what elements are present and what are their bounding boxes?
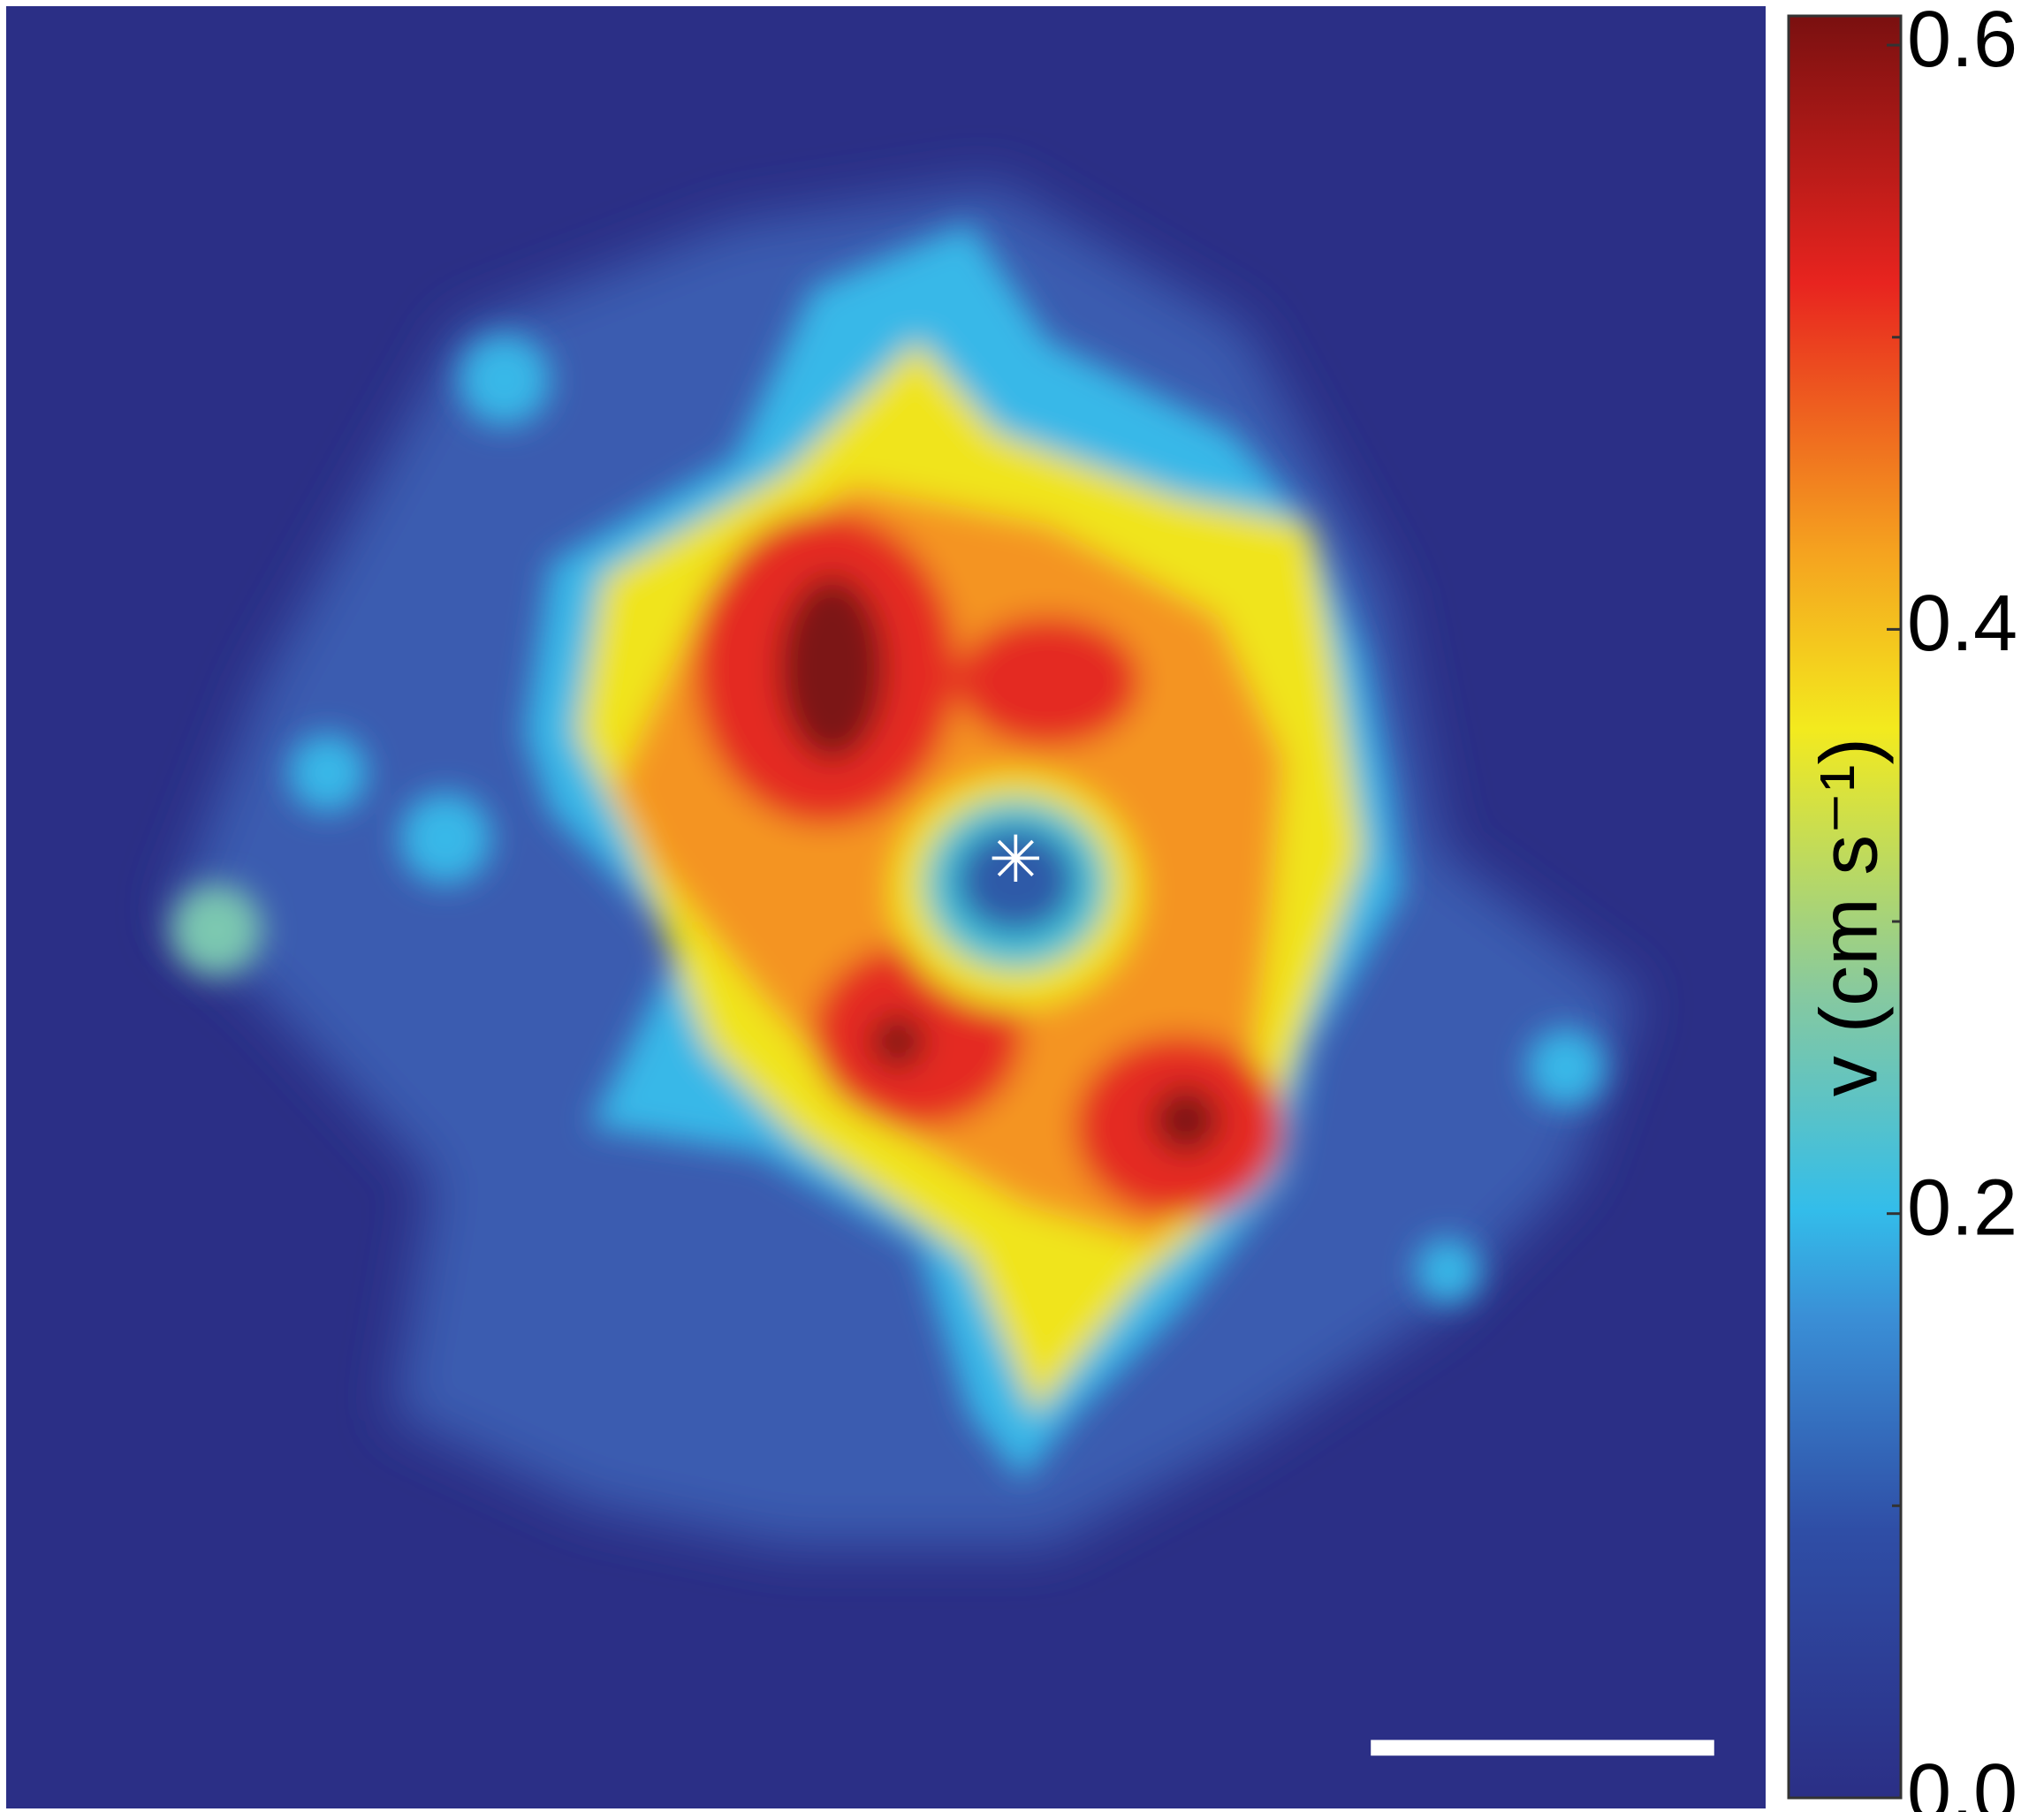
colorbar <box>1787 14 1903 1800</box>
y-tick-label: 0.0 <box>1907 1748 2017 1812</box>
source-marker <box>992 834 1040 883</box>
y-tick-label: 0.4 <box>1907 580 2017 668</box>
y-tick-label: 0.2 <box>1907 1164 2017 1252</box>
y-tick-label: 0.6 <box>1907 0 2017 84</box>
heatmap <box>6 6 1766 1808</box>
colorbar-label: v (cm s⁻¹) <box>1804 738 1894 1096</box>
scale-bar <box>1371 1740 1714 1756</box>
